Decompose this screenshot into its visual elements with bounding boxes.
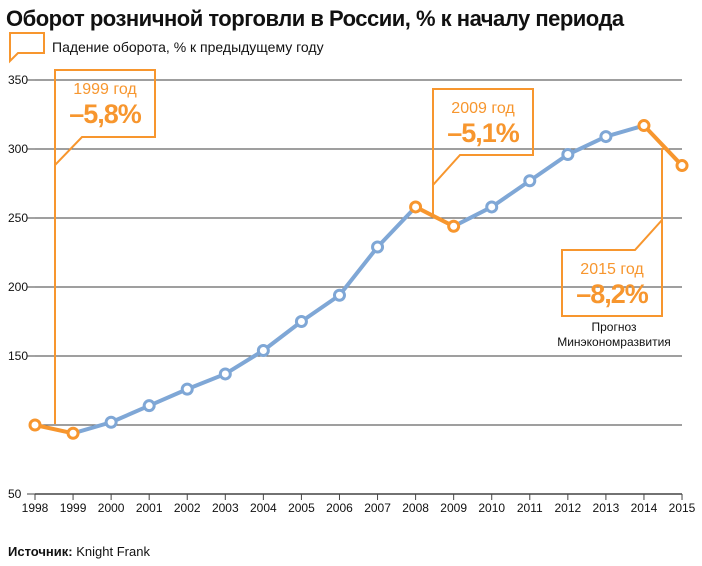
x-tick-label: 2004 <box>250 501 277 515</box>
x-tick-label: 2013 <box>593 501 620 515</box>
x-tick-label: 2005 <box>288 501 315 515</box>
series-segment <box>527 152 570 183</box>
callout-box <box>54 69 156 424</box>
x-tick-label: 2011 <box>517 501 543 515</box>
x-tick-label: 2007 <box>364 501 391 515</box>
data-point <box>332 288 346 302</box>
y-tick-label: 350 <box>8 73 28 87</box>
x-tick-label: 2001 <box>136 501 163 515</box>
callout-box <box>432 88 534 216</box>
series-segment <box>489 178 532 209</box>
x-tick-label: 2006 <box>326 501 353 515</box>
data-point <box>66 426 80 440</box>
series-segment <box>261 319 304 353</box>
x-tick-label: 2000 <box>98 501 125 515</box>
forecast-note-line1: Прогноз <box>591 320 637 334</box>
data-point <box>294 315 308 328</box>
data-point <box>218 367 232 381</box>
legend-label: Падение оборота, % к предыдущему году <box>52 39 324 55</box>
y-tick-label: 150 <box>8 349 28 363</box>
chart-title: Оборот розничной торговли в России, % к … <box>6 6 625 31</box>
data-point <box>523 174 537 188</box>
x-tick-label: 2015 <box>669 501 696 515</box>
data-point <box>142 399 156 413</box>
x-tick-label: 1999 <box>60 501 87 515</box>
x-tick-label: 2012 <box>554 501 581 515</box>
x-tick-label: 2008 <box>402 501 429 515</box>
data-point <box>599 130 613 144</box>
x-tick-label: 2014 <box>631 501 658 515</box>
data-point <box>371 240 385 254</box>
series-segment <box>337 244 380 298</box>
source-label: Источник: <box>8 544 73 559</box>
series-segment <box>71 420 114 436</box>
series-segment <box>451 204 494 229</box>
series-segment <box>641 123 685 168</box>
x-tick-label: 1998 <box>22 501 49 515</box>
data-point <box>180 382 194 396</box>
series-segment <box>413 204 456 229</box>
legend: Падение оборота, % к предыдущему году <box>9 32 324 64</box>
source: Источник: Knight Frank <box>8 544 150 559</box>
legend-callout-icon <box>9 32 45 64</box>
x-tick-label: 2010 <box>478 501 505 515</box>
data-point <box>675 159 689 173</box>
series-segment <box>603 123 646 139</box>
y-tick-label: 300 <box>8 142 28 156</box>
y-tick-label: 250 <box>8 211 28 225</box>
series-segment <box>147 387 190 408</box>
data-point <box>447 219 461 233</box>
x-tick-label: 2009 <box>440 501 467 515</box>
source-value: Knight Frank <box>76 544 150 559</box>
series-segment <box>299 293 342 324</box>
y-tick-label: 50 <box>8 487 22 501</box>
data-point <box>637 119 651 133</box>
callout-value: –5,8% <box>69 99 142 129</box>
callout-year: 2015 год <box>580 261 644 278</box>
series-segment <box>565 134 608 157</box>
y-tick-label: 200 <box>8 280 28 294</box>
callout-year: 2009 год <box>451 100 515 117</box>
callout-year: 1999 год <box>73 81 137 98</box>
callout-value: –8,2% <box>576 279 649 309</box>
series-segment <box>375 204 418 249</box>
data-point <box>104 415 118 429</box>
data-point <box>256 343 270 357</box>
data-point <box>485 200 499 214</box>
data-point <box>561 148 575 162</box>
callout-value: –5,1% <box>447 118 520 148</box>
forecast-note-line2: Минэкономразвития <box>557 335 671 349</box>
series-segment <box>223 348 266 376</box>
series-segment <box>185 371 228 392</box>
x-tick-label: 2002 <box>174 501 201 515</box>
data-point <box>28 418 42 432</box>
series-segment <box>109 403 152 425</box>
x-tick-label: 2003 <box>212 501 239 515</box>
callout-box <box>561 148 663 317</box>
data-point <box>409 200 423 214</box>
